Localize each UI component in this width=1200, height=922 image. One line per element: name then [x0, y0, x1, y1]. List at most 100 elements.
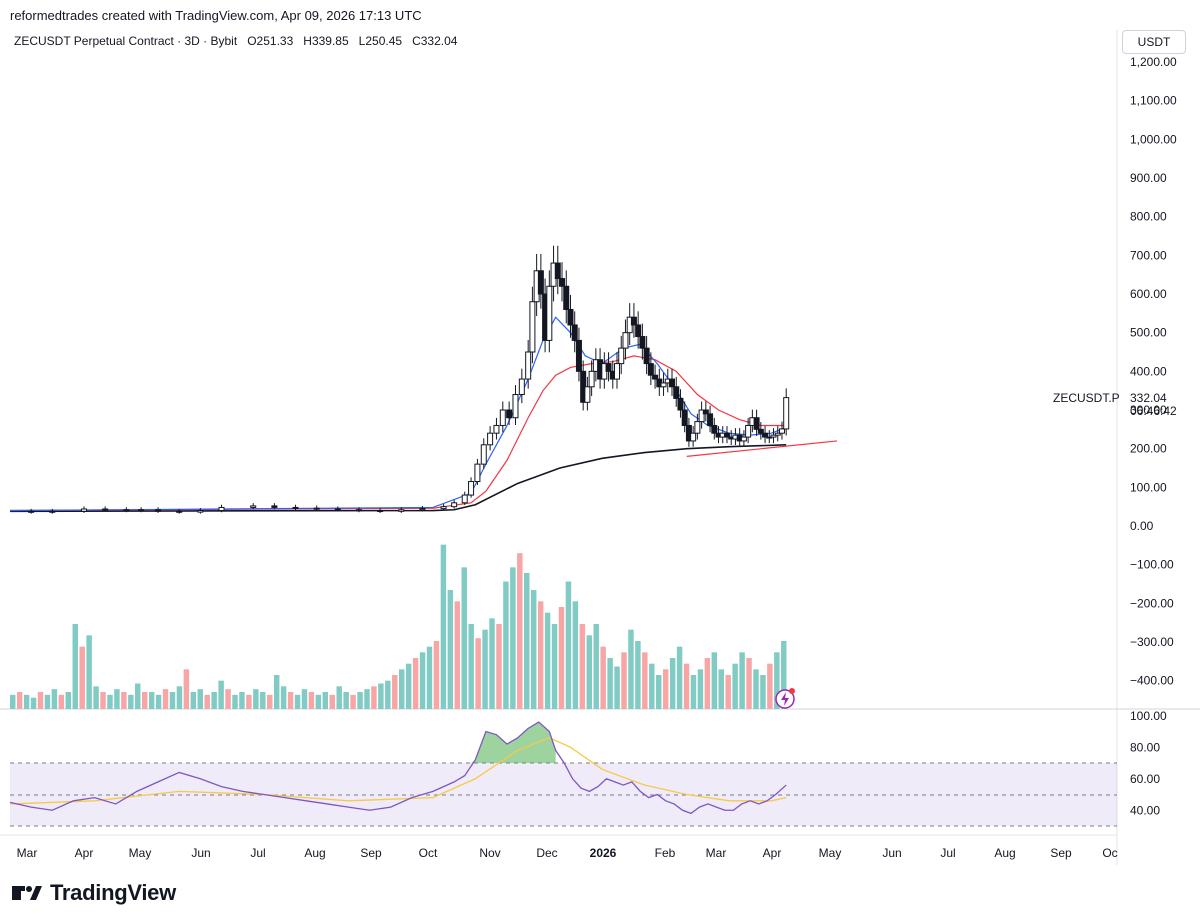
volume-bar — [517, 553, 523, 709]
volume-bar — [635, 641, 641, 709]
candle-body — [639, 336, 646, 349]
time-axis-label: May — [819, 846, 842, 860]
volume-bar — [79, 646, 85, 709]
price-tick-label: 0.00 — [1130, 519, 1154, 533]
candle-body — [770, 434, 777, 438]
volume-bar — [704, 658, 711, 709]
volume-bar — [392, 675, 398, 709]
volume-bar — [100, 692, 106, 709]
candle-body — [398, 509, 405, 512]
volume-bar — [44, 694, 51, 709]
volume-bar — [343, 692, 349, 709]
candle-body — [440, 506, 447, 510]
volume-bar — [155, 694, 162, 709]
candle-body — [711, 424, 718, 434]
volume-bar — [211, 692, 217, 709]
price-tick-label: −300.00 — [1130, 635, 1174, 649]
volume-bar — [204, 694, 210, 709]
volume-bar — [176, 686, 183, 709]
volume-bar — [260, 692, 266, 709]
candle-body — [740, 436, 747, 442]
price-tick-label: 100.00 — [1130, 480, 1167, 494]
low-label: L — [358, 34, 366, 48]
currency-selector[interactable]: USDT — [1122, 30, 1186, 54]
time-axis-label: Jul — [940, 846, 955, 860]
volume-bar — [141, 692, 148, 709]
candle-body — [723, 432, 730, 438]
candle-body — [757, 428, 764, 434]
volume-bar — [676, 646, 683, 709]
candle-body — [313, 507, 320, 510]
symbol-legend: ZECUSDT Perpetual Contract · 3D · Bybit … — [14, 34, 457, 48]
volume-bar — [371, 686, 377, 709]
volume-bar — [405, 663, 412, 709]
close-value: 332.04 — [420, 34, 458, 48]
candle-body — [155, 509, 162, 512]
candle-body — [571, 324, 578, 341]
volume-bar — [537, 601, 544, 709]
volume-bar — [51, 689, 58, 709]
time-axis-label: Mar — [17, 846, 38, 860]
candle-body — [584, 386, 591, 403]
candle-body — [487, 432, 494, 446]
volume-bar — [447, 590, 454, 709]
volume-bar — [350, 694, 356, 709]
volume-bar — [510, 567, 516, 709]
price-tick-label: −400.00 — [1130, 674, 1174, 688]
ema-fast-line — [9, 316, 787, 512]
volume-bar — [690, 675, 697, 709]
time-axis-label: Nov — [479, 846, 500, 860]
tradingview-logo[interactable]: TradingView — [12, 880, 176, 906]
time-axis-label: Dec — [536, 846, 557, 860]
candle-body — [588, 370, 595, 388]
volume-bar — [267, 694, 273, 709]
volume-bar — [746, 658, 752, 709]
volume-bar — [169, 692, 176, 709]
candle-body — [529, 301, 536, 353]
volume-bar — [732, 663, 738, 709]
candle-body — [518, 378, 525, 396]
time-axis-label: Oc — [1102, 846, 1117, 860]
volume-bar — [697, 669, 704, 709]
volume-bar — [107, 694, 113, 709]
volume-bar — [385, 680, 391, 709]
volume-bar — [308, 692, 315, 709]
symbol-name: ZECUSDT Perpetual Contract · 3D · Bybit — [14, 34, 238, 48]
price-tick-label: 1,000.00 — [1130, 132, 1177, 146]
price-tick-label: 400.00 — [1130, 364, 1167, 378]
price-tick-label: 300.00 — [1130, 403, 1167, 417]
price-tick-label: −100.00 — [1130, 558, 1174, 572]
volume-bar — [753, 669, 759, 709]
price-tick-label: 700.00 — [1130, 248, 1167, 262]
candle-body — [123, 509, 130, 512]
candle-body — [575, 339, 582, 372]
volume-bar — [426, 646, 433, 709]
volume-bar — [253, 689, 259, 709]
volume-bar — [711, 652, 718, 709]
candle-body — [647, 363, 654, 376]
volume-bar — [329, 694, 335, 709]
volume-bar — [357, 692, 363, 709]
tradingview-logo-icon — [12, 886, 42, 900]
tradingview-brand: TradingView — [50, 880, 176, 905]
volume-bar — [642, 652, 648, 709]
volume-bar — [482, 629, 488, 709]
candle-body — [271, 505, 278, 508]
volume-bar — [621, 652, 627, 709]
volume-bar — [496, 624, 502, 709]
candle-body — [702, 409, 709, 415]
rsi-tick-label: 40.00 — [1130, 803, 1160, 817]
volume-bar — [781, 641, 787, 709]
candle-body — [652, 374, 659, 380]
time-axis-label: Sep — [360, 846, 382, 860]
volume-bar — [301, 689, 308, 709]
high-value: 339.85 — [311, 34, 349, 48]
volume-bar — [440, 544, 447, 709]
volume-bar — [23, 694, 30, 709]
lightning-icon[interactable] — [775, 688, 795, 709]
volume-bar — [58, 694, 65, 709]
time-axis-label: Apr — [75, 846, 94, 860]
price-tick-label: 600.00 — [1130, 287, 1167, 301]
candle-body — [660, 382, 667, 388]
